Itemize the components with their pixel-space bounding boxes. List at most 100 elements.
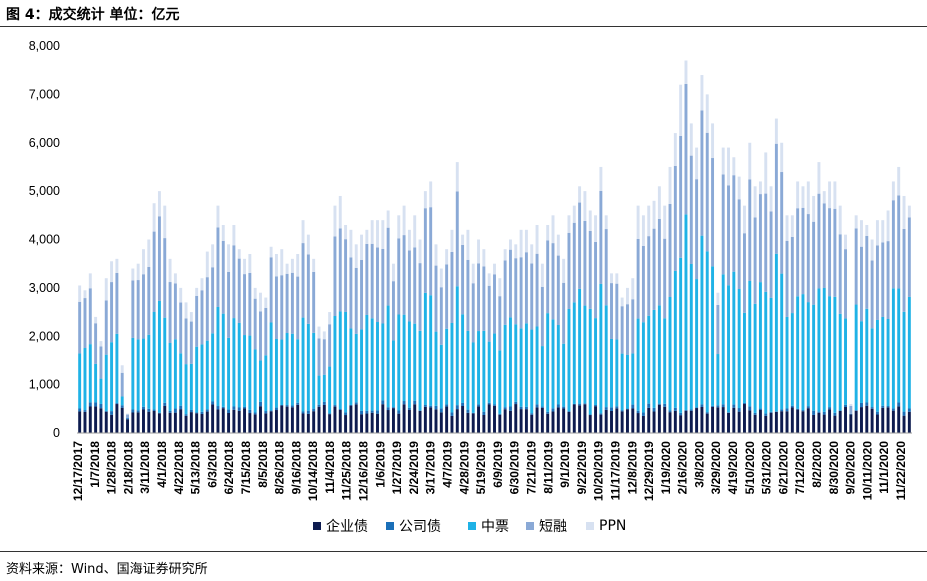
bar-segment-短融 bbox=[450, 251, 454, 323]
legend-swatch bbox=[586, 522, 594, 530]
x-tick-label: 2/18/2018 bbox=[121, 441, 135, 495]
bar-segment-企业债 bbox=[753, 414, 757, 433]
bar-segment-短融 bbox=[173, 283, 177, 340]
bar-segment-中票 bbox=[243, 335, 246, 407]
bar-segment-中票 bbox=[785, 316, 789, 409]
bar-segment-企业债 bbox=[365, 413, 369, 433]
bar-segment-短融 bbox=[126, 414, 129, 419]
bar-segment-PPN bbox=[376, 220, 379, 248]
bar-segment-短融 bbox=[189, 321, 193, 364]
bar-segment-短融 bbox=[743, 233, 746, 313]
bar-segment-中票 bbox=[115, 333, 119, 404]
bar-segment-中票 bbox=[870, 328, 874, 408]
bar-segment-短融 bbox=[886, 241, 890, 319]
bar-segment-公司债 bbox=[115, 403, 119, 405]
bar-segment-企业债 bbox=[211, 404, 215, 433]
bar-segment-短融 bbox=[769, 211, 773, 298]
bar-segment-中票 bbox=[99, 378, 103, 404]
bar-segment-企业债 bbox=[205, 411, 209, 433]
bar-segment-短融 bbox=[588, 230, 592, 309]
bar-segment-短融 bbox=[514, 258, 518, 325]
bar-segment-中票 bbox=[769, 297, 773, 412]
bar-segment-PPN bbox=[551, 215, 555, 244]
x-tick-label: 12/29/2019 bbox=[642, 441, 656, 501]
bar-segment-公司债 bbox=[136, 410, 140, 413]
bar-segment-中票 bbox=[833, 296, 837, 413]
bar-segment-公司债 bbox=[157, 412, 161, 414]
bar-segment-中票 bbox=[333, 315, 337, 406]
bar-segment-短融 bbox=[812, 221, 816, 305]
bar-segment-企业债 bbox=[780, 411, 784, 433]
bar-segment-PPN bbox=[328, 312, 332, 325]
bar-segment-PPN bbox=[860, 220, 863, 247]
bar-segment-公司债 bbox=[407, 407, 411, 410]
bar-segment-企业债 bbox=[461, 405, 465, 433]
bar-segment-企业债 bbox=[253, 414, 257, 433]
bar-segment-公司债 bbox=[875, 411, 879, 415]
bar-segment-企业债 bbox=[583, 404, 587, 433]
bar-segment-中票 bbox=[413, 323, 417, 401]
bar-segment-企业债 bbox=[429, 407, 433, 433]
bar-segment-短融 bbox=[647, 236, 651, 316]
bar-segment-中票 bbox=[205, 340, 209, 410]
bar-segment-中票 bbox=[695, 279, 699, 408]
bar-segment-中票 bbox=[780, 273, 784, 410]
bar-segment-公司债 bbox=[535, 404, 539, 408]
bar-segment-企业债 bbox=[822, 414, 826, 433]
bar-segment-公司债 bbox=[897, 402, 901, 407]
bar-segment-短融 bbox=[312, 271, 316, 333]
bar-segment-企业债 bbox=[870, 408, 874, 433]
x-tick-label: 8/5/2018 bbox=[256, 441, 270, 488]
bar-segment-公司债 bbox=[290, 405, 294, 408]
bar-segment-中票 bbox=[641, 322, 645, 413]
bar-segment-公司债 bbox=[264, 411, 268, 414]
bar-segment-中票 bbox=[875, 319, 879, 412]
bar-segment-公司债 bbox=[753, 412, 757, 415]
bar-segment-企业债 bbox=[594, 406, 598, 433]
bar-segment-企业债 bbox=[764, 415, 768, 433]
legend-swatch bbox=[468, 522, 476, 530]
bar-segment-中票 bbox=[349, 328, 353, 405]
bar-segment-中票 bbox=[163, 317, 167, 403]
bar-segment-公司债 bbox=[184, 414, 188, 416]
bar-segment-公司债 bbox=[801, 410, 805, 412]
bar-segment-企业债 bbox=[157, 413, 161, 433]
bar-segment-短融 bbox=[344, 239, 348, 312]
bar-segment-短融 bbox=[679, 135, 683, 258]
legend-item-企业债: 企业债 bbox=[313, 516, 368, 536]
bar-segment-企业债 bbox=[237, 410, 241, 433]
bar-segment-公司债 bbox=[907, 408, 911, 412]
bar-segment-企业债 bbox=[610, 410, 613, 433]
bar-segment-中票 bbox=[583, 305, 587, 404]
bar-segment-公司债 bbox=[572, 403, 576, 405]
bar-segment-公司债 bbox=[445, 404, 449, 407]
bar-segment-中票 bbox=[189, 363, 193, 410]
x-tick-label: 3/8/2020 bbox=[692, 441, 706, 488]
bar-segment-短融 bbox=[546, 240, 550, 314]
bar-segment-PPN bbox=[721, 147, 725, 175]
bar-segment-中票 bbox=[881, 316, 885, 406]
bar-segment-中票 bbox=[110, 342, 114, 412]
bar-segment-短融 bbox=[785, 240, 789, 317]
bar-segment-企业债 bbox=[620, 411, 624, 433]
legend-item-短融: 短融 bbox=[526, 516, 567, 536]
bar-segment-中票 bbox=[418, 330, 422, 411]
bar-segment-PPN bbox=[301, 220, 305, 244]
bar-segment-公司债 bbox=[280, 404, 284, 406]
bar-segment-公司债 bbox=[104, 410, 108, 412]
bar-segment-公司债 bbox=[524, 406, 528, 410]
bar-segment-PPN bbox=[78, 285, 82, 302]
bar-segment-公司债 bbox=[695, 407, 699, 409]
x-tick-label: 11/1/2020 bbox=[877, 441, 891, 494]
bar-segment-中票 bbox=[503, 324, 507, 408]
bar-segment-企业债 bbox=[163, 405, 167, 433]
bar-segment-PPN bbox=[695, 147, 699, 180]
bar-segment-短融 bbox=[482, 266, 486, 331]
bar-segment-短融 bbox=[248, 272, 252, 336]
bar-segment-PPN bbox=[530, 244, 534, 264]
bar-segment-中票 bbox=[844, 318, 847, 405]
bar-segment-中票 bbox=[764, 291, 768, 414]
bar-segment-短融 bbox=[221, 240, 225, 314]
bar-segment-PPN bbox=[636, 205, 640, 239]
bar-segment-短融 bbox=[466, 259, 470, 331]
